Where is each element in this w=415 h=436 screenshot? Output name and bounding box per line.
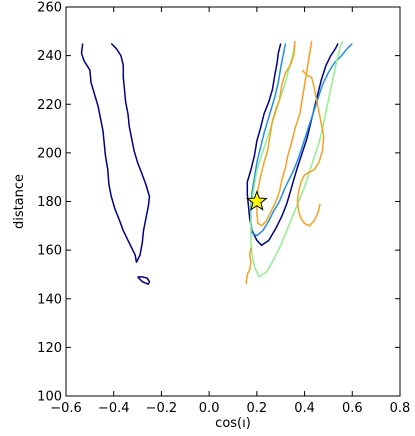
y-tick-label: 240 (37, 49, 62, 64)
x-tick-label: −0.4 (98, 401, 130, 416)
y-tick-label: 220 (37, 98, 62, 113)
y-tick-label: 180 (37, 195, 62, 210)
y-tick-label: 260 (37, 1, 62, 16)
x-tick-label: −0.2 (146, 401, 178, 416)
plot-area (80, 40, 353, 285)
contour-line-1-3 (246, 43, 339, 247)
y-tick-label: 120 (37, 341, 62, 356)
x-tick-label: 0.4 (294, 401, 315, 416)
contour-line-4-1 (256, 40, 313, 227)
contour-line-4-2 (296, 69, 325, 227)
contour-line-1-1 (80, 42, 151, 264)
x-tick-label: 0.0 (199, 401, 220, 416)
contour-line-1-2 (137, 276, 151, 285)
x-axis-label: cos(ı) (215, 416, 251, 431)
y-tick-label: 200 (37, 146, 62, 161)
ticks: −0.6 −0.4 −0.2 0.0 0.2 0.4 0.6 0.8 100 120 140 160 1… (37, 1, 410, 417)
y-tick-label: 160 (37, 244, 62, 259)
y-axis-label: distance (12, 174, 27, 229)
x-tick-label: 0.2 (247, 401, 268, 416)
contour-line-4-3 (245, 247, 252, 285)
y-tick-label: 100 (37, 390, 62, 405)
x-tick-label: 0.8 (390, 401, 411, 416)
axes-frame (65, 6, 401, 397)
contour-line-2-1 (250, 42, 353, 237)
x-tick-label: −0.6 (50, 401, 82, 416)
x-tick-label: 0.6 (342, 401, 363, 416)
star-marker (245, 190, 268, 211)
y-tick-label: 140 (37, 292, 62, 307)
